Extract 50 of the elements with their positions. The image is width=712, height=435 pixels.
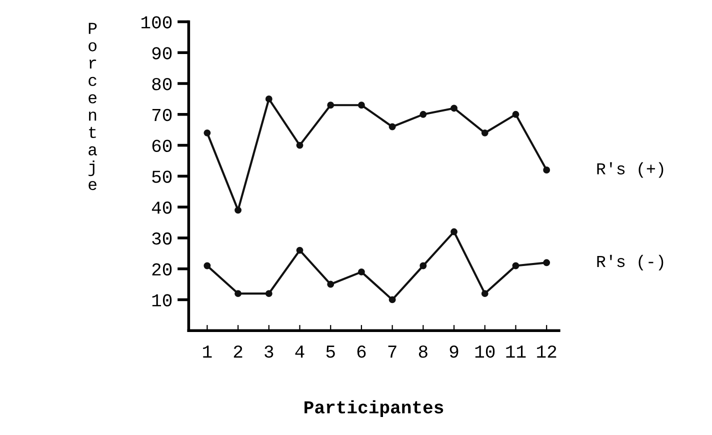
y-tick-label: 50 <box>152 170 172 183</box>
point <box>420 110 427 118</box>
x-axis-title: Participantes <box>304 400 444 418</box>
point <box>265 95 272 102</box>
x-tick-label: 11 <box>506 346 526 358</box>
point <box>234 206 242 214</box>
text: R's (+) <box>597 162 664 178</box>
x-tick-label: 12 <box>537 345 556 358</box>
point <box>388 296 396 304</box>
point <box>204 262 211 270</box>
y-tick-label: 70 <box>152 108 172 122</box>
point <box>296 246 304 254</box>
y-tick-label: 100 <box>142 16 172 28</box>
point <box>296 142 304 149</box>
point <box>450 228 458 236</box>
point <box>512 262 520 270</box>
x-tick-label: 9 <box>450 345 458 358</box>
x-tick-label: 2 <box>234 345 242 358</box>
y-tick-label: 40 <box>152 202 172 214</box>
point <box>420 262 427 270</box>
x-tick-label: 6 <box>357 345 366 358</box>
point <box>512 110 520 118</box>
x-tick-label: 5 <box>326 346 335 358</box>
point <box>481 129 488 136</box>
x-tick-label: 7 <box>388 346 396 358</box>
point <box>358 102 365 109</box>
point <box>204 129 211 136</box>
point <box>358 268 365 276</box>
x-tick-label: 10 <box>475 345 495 358</box>
point <box>327 280 334 288</box>
y-tick-label: 60 <box>152 140 172 152</box>
x-tick-label: 3 <box>264 345 274 358</box>
point <box>234 290 242 298</box>
text: R's (-) <box>597 254 664 270</box>
point <box>450 104 458 112</box>
text: Porcentaje <box>88 22 97 190</box>
x-tick-label: 8 <box>418 345 428 358</box>
point <box>481 290 488 298</box>
y-tick-label: 20 <box>152 263 172 276</box>
y-tick-label: 90 <box>152 47 172 60</box>
point <box>543 166 550 174</box>
y-tick-label: 80 <box>152 78 172 90</box>
point <box>265 290 272 298</box>
point <box>327 102 334 109</box>
x-tick-label: 1 <box>203 346 212 358</box>
point <box>388 123 396 130</box>
x-tick-label: 4 <box>295 346 304 358</box>
point <box>543 259 550 266</box>
y-tick-label: 10 <box>152 294 172 306</box>
y-tick-label: 30 <box>152 232 172 245</box>
